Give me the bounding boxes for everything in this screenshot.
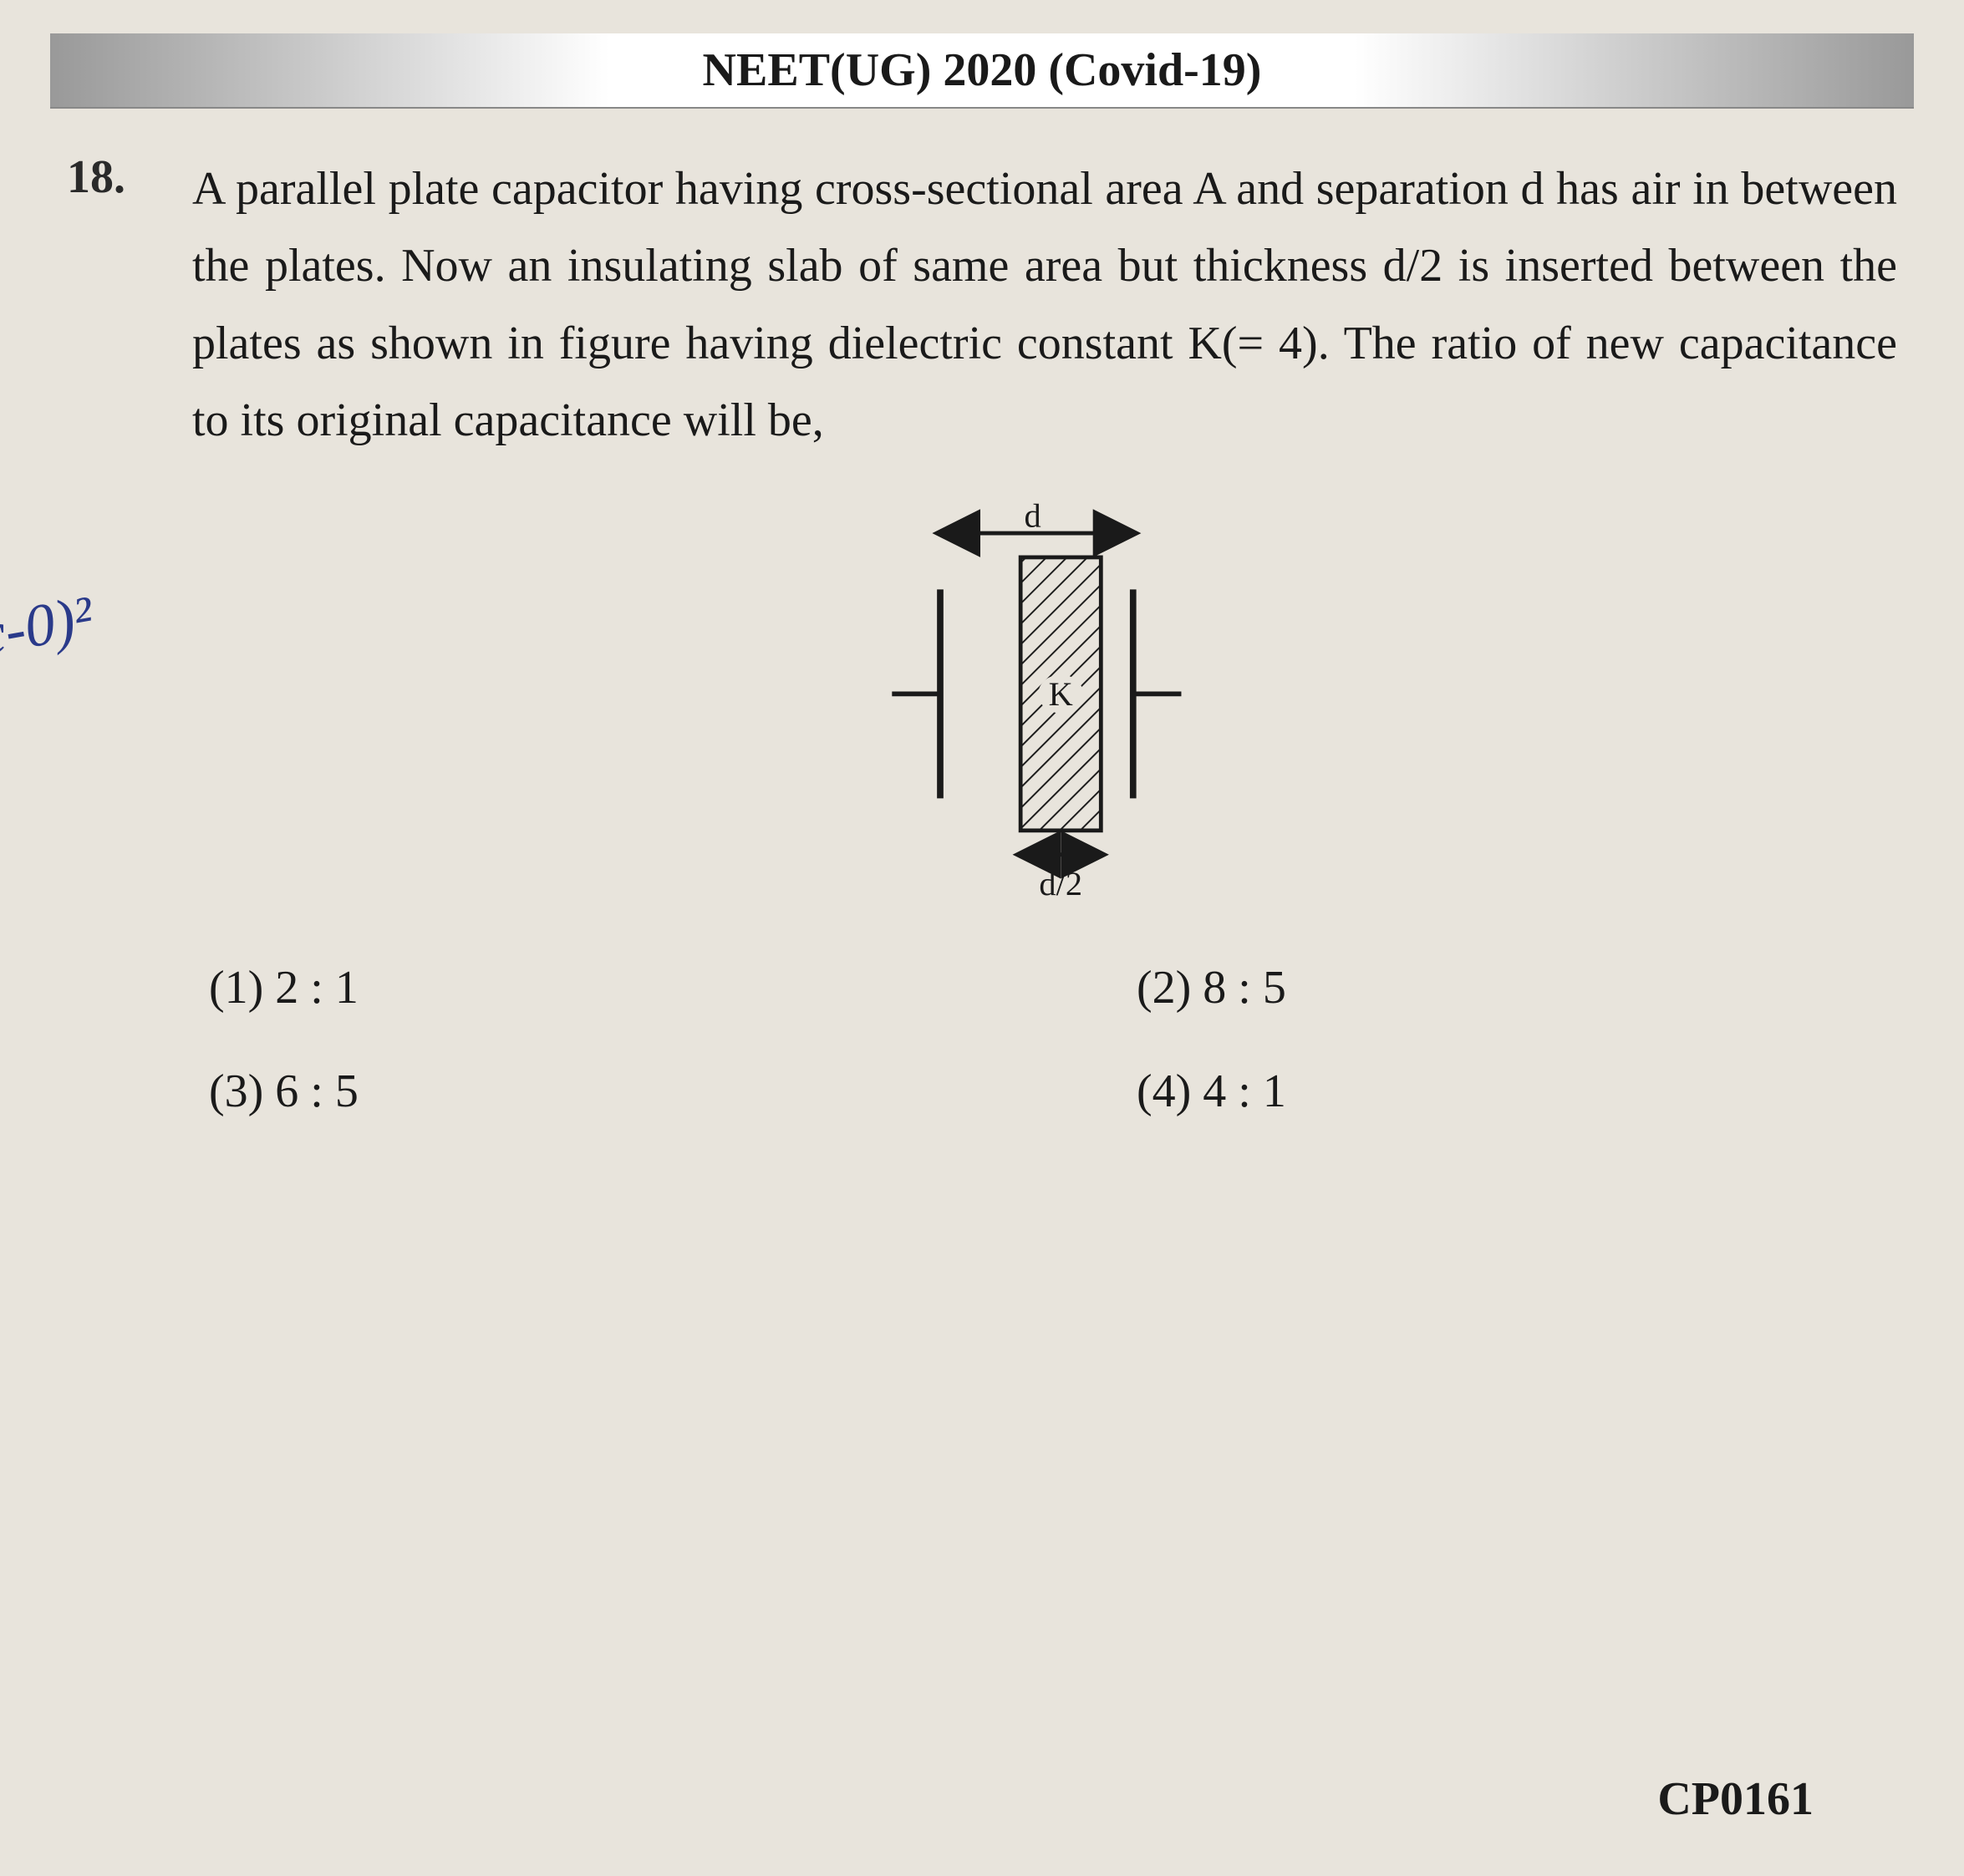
exam-title: NEET(UG) 2020 (Covid-19) <box>703 43 1262 97</box>
option-2: (2) 8 : 5 <box>1137 961 1897 1014</box>
option-3: (3) 6 : 5 <box>209 1065 969 1118</box>
option-4: (4) 4 : 1 <box>1137 1065 1897 1118</box>
capacitor-diagram: d K d/2 <box>836 493 1254 911</box>
capacitor-diagram-container: (c-0)² d <box>192 493 1897 911</box>
options-grid: (1) 2 : 1 (2) 8 : 5 (3) 6 : 5 (4) 4 : 1 <box>192 961 1897 1118</box>
question-block: 18. A parallel plate capacitor having cr… <box>50 150 1914 1118</box>
exam-header-banner: NEET(UG) 2020 (Covid-19) <box>50 33 1914 109</box>
bottom-dimension-label: d/2 <box>1039 864 1082 902</box>
slab-label: K <box>1049 674 1073 712</box>
question-code: CP0161 <box>1657 1772 1814 1826</box>
option-1: (1) 2 : 1 <box>209 961 969 1014</box>
top-dimension-label: d <box>1024 496 1041 534</box>
question-text: A parallel plate capacitor having cross-… <box>192 150 1897 460</box>
question-body: A parallel plate capacitor having cross-… <box>192 150 1897 1118</box>
